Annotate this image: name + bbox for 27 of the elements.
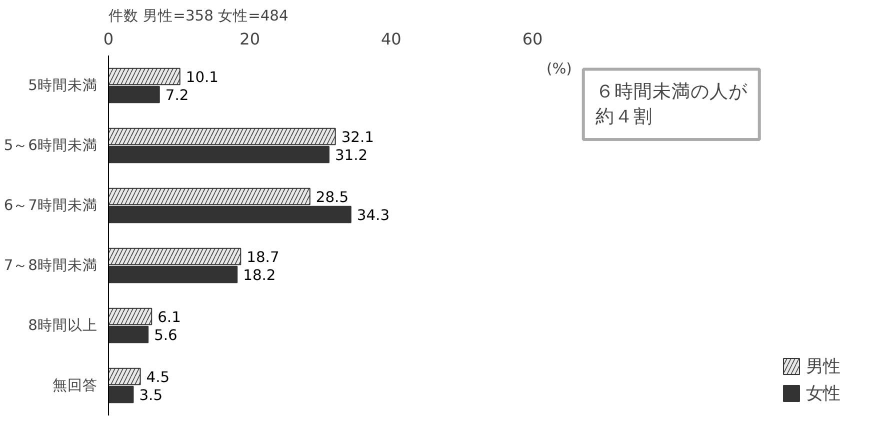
legend-label: 女性 [806, 383, 840, 405]
data-label: 7.2 [165, 87, 189, 104]
data-label: 18.7 [246, 249, 280, 266]
y-tick-label: 無回答 [52, 377, 98, 394]
data-label: 32.1 [341, 129, 374, 146]
y-tick-label: 8時間以上 [28, 317, 98, 334]
y-tick-label: 5時間未満 [28, 77, 98, 94]
legend-label: 男性 [806, 356, 840, 378]
data-label: 3.5 [139, 387, 163, 404]
y-tick-label: 6～7時間未満 [4, 197, 98, 214]
text: 件数 男性=358 女性=484 [108, 8, 288, 24]
text: ６時間未満の人が約４割 [595, 81, 748, 128]
data-label: 31.2 [334, 147, 368, 164]
data-label: 34.3 [356, 207, 390, 224]
text: (%) [546, 60, 572, 78]
y-tick-label: 5～6時間未満 [4, 137, 98, 154]
x-tick-label: 20 [240, 30, 260, 48]
y-tick-label: 7～8時間未満 [4, 257, 98, 274]
data-label: 18.2 [243, 267, 276, 284]
data-label: 10.1 [186, 69, 219, 86]
data-label: 6.1 [158, 309, 181, 326]
x-tick-label: 40 [380, 30, 402, 48]
data-label: 28.5 [316, 189, 349, 206]
data-label: 4.5 [146, 369, 170, 386]
x-tick-label: 60 [522, 30, 543, 48]
x-tick-label: 0 [103, 30, 114, 48]
data-label: 5.6 [154, 327, 178, 344]
